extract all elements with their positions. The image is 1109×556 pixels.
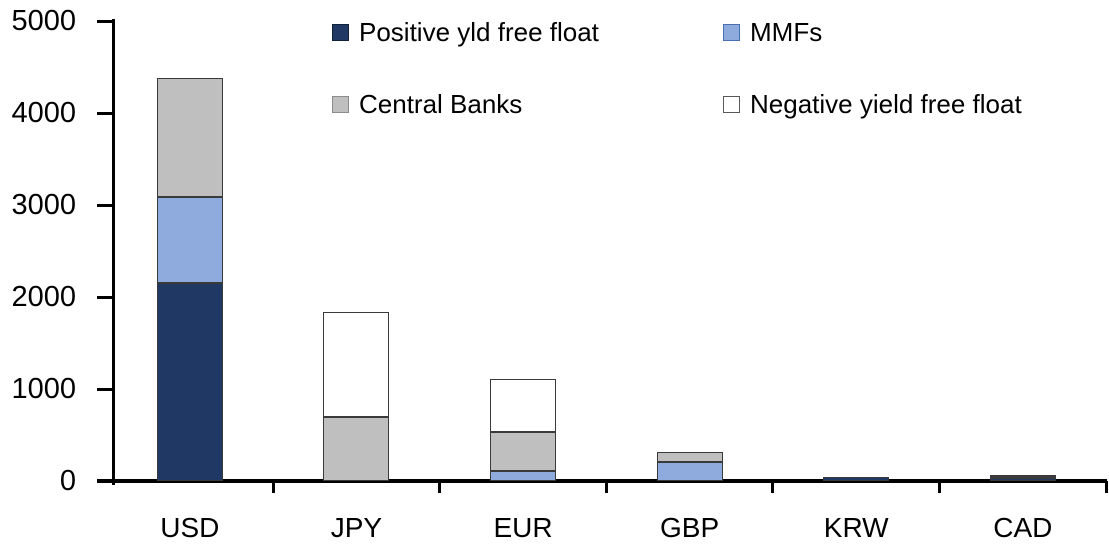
bar-segment-gbp-mmfs <box>656 461 723 481</box>
legend-swatch-positive-yld-free-float <box>332 23 349 41</box>
x-axis-label-eur: EUR <box>493 512 553 543</box>
y-axis-tick-label: 5000 <box>11 5 76 37</box>
bar-segment-usd-central-banks <box>156 78 223 197</box>
y-axis-tick-mark <box>97 19 112 23</box>
legend-swatch-mmfs <box>723 23 740 41</box>
x-axis-label-usd: USD <box>160 512 220 543</box>
legend-item-positive-yld-free-float: Positive yld free float <box>332 17 599 47</box>
y-axis-tick-mark <box>97 387 112 391</box>
x-axis-separator-tick <box>604 481 608 493</box>
bar-segment-usd-positive-yld-free-float <box>156 283 223 481</box>
y-axis-line <box>112 19 115 485</box>
legend-item-mmfs: MMFs <box>723 17 823 47</box>
legend-swatch-negative-yield-free-float <box>723 95 740 113</box>
y-axis-tick-label: 1000 <box>11 373 76 405</box>
y-axis-tick-label: 4000 <box>11 97 76 129</box>
bar-segment-cad-central-banks <box>989 475 1056 478</box>
legend-swatch-central-banks <box>332 95 349 113</box>
y-axis-tick-mark <box>97 203 112 207</box>
legend-label-central-banks: Central Banks <box>359 89 523 119</box>
legend-label-positive-yld-free-float: Positive yld free float <box>359 17 599 47</box>
bar-segment-cad-mmfs <box>989 477 1056 480</box>
x-axis-label-krw: KRW <box>823 512 889 543</box>
x-axis-separator-tick <box>438 481 442 493</box>
legend-item-negative-yield-free-float: Negative yield free float <box>723 89 1022 119</box>
y-axis-tick-label: 0 <box>59 465 76 497</box>
x-axis-label-cad: CAD <box>993 512 1053 543</box>
x-axis-label-gbp: GBP <box>660 512 720 543</box>
bar-segment-eur-central-banks <box>490 432 556 471</box>
x-axis-separator-tick <box>938 481 941 493</box>
bar-segment-eur-negative-yield-free-float <box>490 378 556 433</box>
bar-segment-eur-mmfs <box>490 470 556 481</box>
bar-segment-jpy-negative-yield-free-float <box>323 311 390 417</box>
bar-segment-gbp-central-banks <box>656 451 723 462</box>
x-axis-separator-tick <box>1104 481 1108 493</box>
y-axis-tick-label: 3000 <box>11 189 76 221</box>
legend-item-central-banks: Central Banks <box>332 89 523 119</box>
bar-segment-usd-mmfs <box>156 196 223 284</box>
legend-label-negative-yield-free-float: Negative yield free float <box>750 89 1022 119</box>
x-axis-separator-tick <box>271 481 275 493</box>
y-axis-tick-mark <box>97 111 112 115</box>
legend-label-mmfs: MMFs <box>750 17 823 47</box>
x-axis-label-jpy: JPY <box>330 512 383 543</box>
bar-segment-krw-positive-yld-free-float <box>823 476 890 481</box>
x-axis-separator-tick <box>771 481 775 493</box>
y-axis-tick-mark <box>97 295 112 299</box>
bar-segment-jpy-central-banks <box>323 416 390 481</box>
y-axis-tick-label: 2000 <box>11 281 76 313</box>
x-axis-line <box>97 479 1107 483</box>
